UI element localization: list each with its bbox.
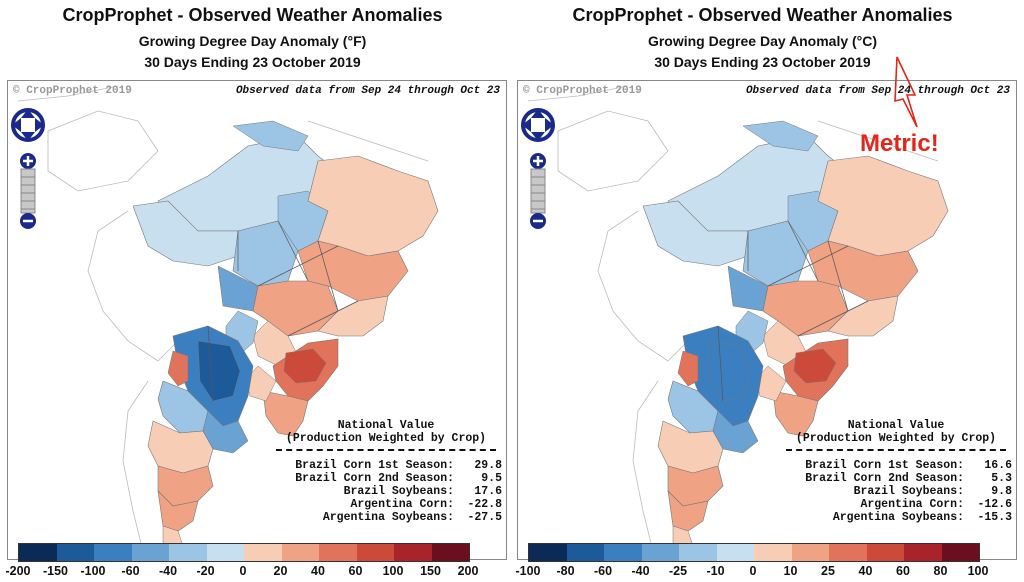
legend-swatch	[56, 544, 94, 561]
list-item: Argentina Corn: -22.8	[350, 498, 502, 511]
legend-tick-label: 0	[239, 564, 247, 578]
legend-swatch	[679, 544, 717, 561]
legend-swatch	[206, 544, 244, 561]
list-item: Brazil Corn 2nd Season: 9.5	[295, 472, 502, 485]
legend-swatch	[19, 544, 57, 561]
legend-swatch	[754, 544, 792, 561]
zoom-in-icon[interactable]	[20, 153, 36, 169]
legend-swatch	[394, 544, 432, 561]
copyright: © CropProphet 2019	[523, 85, 642, 97]
legend-tick-label: 100	[382, 564, 404, 578]
legend-swatch	[169, 544, 207, 561]
legend-swatch	[941, 544, 979, 561]
legend-tick-label: 150	[420, 564, 441, 578]
list-item: Brazil Corn 2nd Season: 5.3	[805, 472, 1012, 485]
legend-swatch	[244, 544, 282, 561]
legend-swatch	[604, 544, 642, 561]
pan-arrows-icon[interactable]	[521, 107, 555, 237]
legend-tick-label: 60	[896, 564, 910, 578]
copyright: © CropProphet 2019	[13, 85, 132, 97]
national-values: National Value (Production Weighted by C…	[780, 419, 1012, 524]
legend-swatch	[131, 544, 169, 561]
subtitle: Growing Degree Day Anomaly (°C)	[647, 33, 878, 49]
page-title: CropProphet - Observed Weather Anomalies	[572, 5, 953, 25]
legend-swatch	[904, 544, 942, 561]
legend-tick-label: 80	[933, 564, 948, 578]
list-item: Argentina Soybeans: -15.3	[832, 511, 1012, 524]
national-title: National Value	[847, 419, 945, 432]
zoom-in-icon[interactable]	[530, 153, 546, 169]
subtitle: Growing Degree Day Anomaly (°F)	[138, 33, 367, 49]
legend-swatch	[641, 544, 679, 561]
map-navigation	[521, 107, 555, 242]
anomaly-map	[527, 85, 949, 557]
legend-tick-label: 10	[783, 564, 798, 578]
legend-swatch	[281, 544, 319, 561]
national-title: National Value	[337, 419, 435, 432]
legend-tick-label: 100	[967, 564, 989, 578]
legend-tick-label: -100	[80, 564, 106, 578]
list-item: Brazil Corn 1st Season: 29.8	[295, 459, 502, 472]
legend-tick-label: 0	[749, 564, 757, 578]
legend-swatch	[866, 544, 904, 561]
national-subtitle: (Production Weighted by Crop)	[285, 432, 487, 445]
divider	[276, 449, 496, 451]
legend-tick-label: -25	[668, 564, 688, 578]
legend-tick-label: -60	[593, 564, 613, 578]
legend-tick-label: -100	[515, 564, 541, 578]
legend-tick-label: 60	[348, 564, 363, 578]
map-navigation	[11, 107, 45, 242]
page-title: CropProphet - Observed Weather Anomalies	[62, 5, 443, 25]
color-legend	[528, 543, 980, 562]
legend-swatch	[716, 544, 754, 561]
legend-tick-label: 40	[311, 564, 325, 578]
legend-swatch	[791, 544, 829, 561]
color-legend	[18, 543, 470, 562]
pan-arrows-icon[interactable]	[11, 107, 45, 237]
legend-swatch	[319, 544, 357, 561]
legend-tick-label: -20	[196, 564, 215, 578]
observed-range: Observed data from Sep 24 through Oct 23	[745, 85, 1010, 97]
national-values: National Value (Production Weighted by C…	[270, 419, 502, 524]
national-subtitle: (Production Weighted by Crop)	[795, 432, 997, 445]
arrow-annotation-icon	[894, 56, 918, 128]
panel-fahrenheit: CropProphet - Observed Weather Anomalies…	[0, 0, 507, 582]
legend-swatch	[529, 544, 567, 561]
legend-tick-label: 40	[858, 564, 873, 578]
metric-annotation: Metric!	[860, 130, 939, 157]
legend-tick-label: -40	[631, 564, 650, 578]
divider	[786, 449, 1006, 451]
legend-tick-label: -40	[158, 564, 178, 578]
legend-tick-label: -150	[42, 564, 69, 578]
map-view[interactable]: © CropProphet 2019 Observed data from Se…	[517, 80, 1017, 560]
legend-swatch	[356, 544, 394, 561]
legend-swatch	[566, 544, 604, 561]
legend-tick-label: -200	[5, 564, 31, 578]
list-item: Brazil Soybeans: 17.6	[343, 485, 502, 498]
observed-range: Observed data from Sep 24 through Oct 23	[235, 85, 500, 97]
period: 30 Days Ending 23 October 2019	[654, 54, 871, 70]
zoom-out-icon[interactable]	[530, 213, 546, 229]
legend-tick-label: 25	[821, 564, 835, 578]
list-item: Brazil Soybeans: 9.8	[853, 485, 1012, 498]
legend-tick-label: 20	[273, 564, 288, 578]
legend-tick-label: -80	[556, 564, 575, 578]
period: 30 Days Ending 23 October 2019	[144, 54, 361, 70]
legend-swatch	[94, 544, 132, 561]
list-item: Argentina Corn: -12.6	[860, 498, 1012, 511]
list-item: Brazil Corn 1st Season: 16.6	[805, 459, 1012, 472]
list-item: Argentina Soybeans: -27.5	[322, 511, 502, 524]
legend-tick-label: -10	[706, 564, 725, 578]
panel-celsius: CropProphet - Observed Weather Anomalies…	[510, 0, 1017, 582]
legend-swatch	[829, 544, 867, 561]
legend-tick-label: -60	[121, 564, 140, 578]
zoom-out-icon[interactable]	[20, 213, 36, 229]
anomaly-map	[17, 85, 439, 557]
legend-tick-label: 200	[457, 564, 479, 578]
map-view[interactable]: © CropProphet 2019 Observed data from Se…	[7, 80, 507, 560]
legend-swatch	[431, 544, 469, 561]
